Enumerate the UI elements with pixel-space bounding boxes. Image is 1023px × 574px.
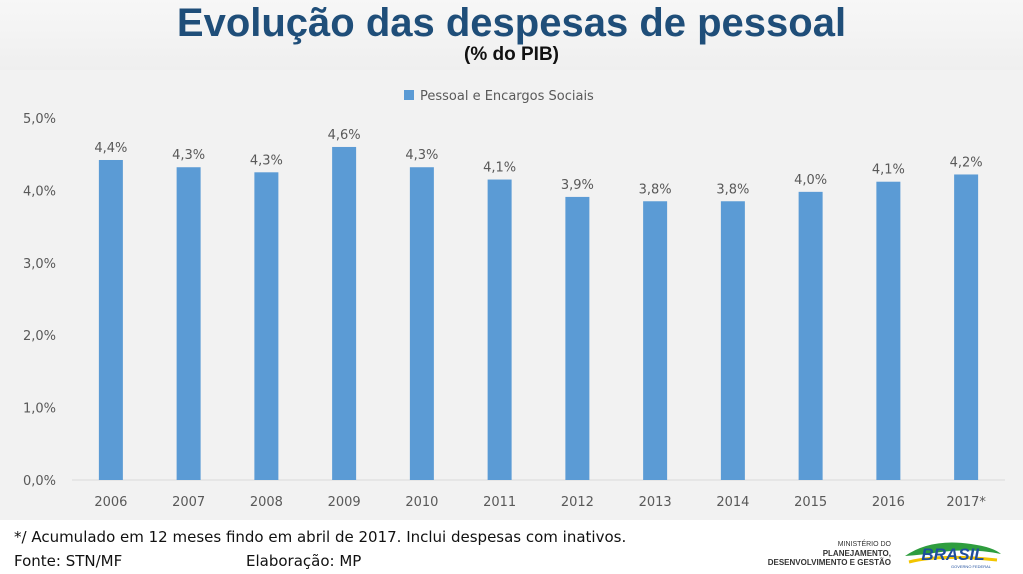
x-tick-label: 2012 — [561, 495, 594, 510]
footer: */ Acumulado em 12 meses findo em abril … — [0, 520, 1023, 574]
chart-area: Pessoal e Encargos Sociais 0,0% 1,0% 2,0% 3… — [0, 70, 1023, 520]
data-label: 3,8% — [639, 182, 672, 197]
bar-2010 — [409, 167, 434, 480]
data-label: 3,9% — [561, 178, 594, 193]
data-label: 4,3% — [172, 148, 205, 163]
x-axis: 2006 2007 2008 2009 2010 2011 2012 2013 2014 2015… — [94, 495, 986, 510]
value-labels: 4,4% 4,3% 4,3% 4,6% 4,3% 4,1% 3,9% 3,8% 3,8% 4,0%… — [94, 128, 982, 197]
bar-chart: Pessoal e Encargos Sociais 0,0% 1,0% 2,0% 3… — [23, 89, 1005, 510]
legend: Pessoal e Encargos Sociais — [404, 89, 594, 104]
x-tick-label: 2013 — [639, 495, 672, 510]
x-tick-label: 2015 — [794, 495, 827, 510]
data-label: 4,3% — [250, 153, 283, 168]
credit-text: Elaboração: MP — [246, 552, 362, 570]
ministry-line-3: DESENVOLVIMENTO E GESTÃO — [767, 558, 891, 567]
bar-2009 — [332, 146, 357, 480]
legend-swatch — [404, 90, 414, 100]
y-tick-label: 5,0% — [23, 112, 56, 127]
bar-2012 — [565, 196, 590, 480]
x-tick-label: 2006 — [94, 495, 127, 510]
page-subtitle: (% do PIB) — [464, 44, 559, 65]
data-label: 4,1% — [483, 161, 516, 176]
data-label: 4,6% — [328, 128, 361, 143]
logo-text: BRASIL — [921, 545, 984, 564]
y-tick-label: 1,0% — [23, 402, 56, 417]
x-tick-label: 2009 — [328, 495, 361, 510]
x-tick-label: 2008 — [250, 495, 283, 510]
bar-2006 — [98, 159, 123, 480]
legend-label: Pessoal e Encargos Sociais — [420, 89, 594, 104]
x-tick-label: 2014 — [716, 495, 749, 510]
bar-2017 — [954, 174, 979, 481]
source-text: Fonte: STN/MF — [14, 552, 123, 570]
x-tick-label: 2016 — [872, 495, 905, 510]
y-tick-label: 0,0% — [23, 474, 56, 489]
data-label: 4,2% — [950, 155, 983, 170]
brasil-logo-icon: BRASIL GOVERNO FEDERAL — [905, 542, 1001, 569]
data-label: 3,8% — [716, 182, 749, 197]
footnote: */ Acumulado em 12 meses findo em abril … — [14, 528, 627, 546]
header: Evolução das despesas de pessoal (% do P… — [0, 0, 1023, 70]
bars — [98, 146, 979, 481]
logo-caption: GOVERNO FEDERAL — [951, 564, 992, 569]
ministry-name: MINISTÉRIO DO PLANEJAMENTO, DESENVOLVIME… — [768, 540, 891, 567]
data-label: 4,1% — [872, 163, 905, 178]
ministry-line-1: MINISTÉRIO DO — [837, 541, 891, 548]
bar-2011 — [487, 179, 512, 480]
x-tick-label: 2010 — [405, 495, 438, 510]
bar-2008 — [254, 172, 279, 481]
data-label: 4,3% — [405, 148, 438, 163]
bar-2015 — [798, 191, 823, 480]
data-label: 4,4% — [94, 141, 127, 156]
data-label: 4,0% — [794, 173, 827, 188]
bar-2014 — [720, 201, 745, 480]
y-tick-label: 2,0% — [23, 329, 56, 344]
y-tick-label: 4,0% — [23, 184, 56, 199]
bar-2016 — [876, 181, 901, 480]
y-axis: 0,0% 1,0% 2,0% 3,0% 4,0% 5,0% — [23, 112, 56, 489]
ministry-line-2: PLANEJAMENTO, — [822, 549, 891, 558]
x-tick-label: 2007 — [172, 495, 205, 510]
bar-2013 — [643, 201, 668, 480]
page-title: Evolução das despesas de pessoal — [176, 1, 847, 45]
y-tick-label: 3,0% — [23, 257, 56, 272]
bar-2007 — [176, 167, 201, 480]
x-tick-label: 2011 — [483, 495, 516, 510]
x-tick-label: 2017* — [946, 495, 986, 510]
